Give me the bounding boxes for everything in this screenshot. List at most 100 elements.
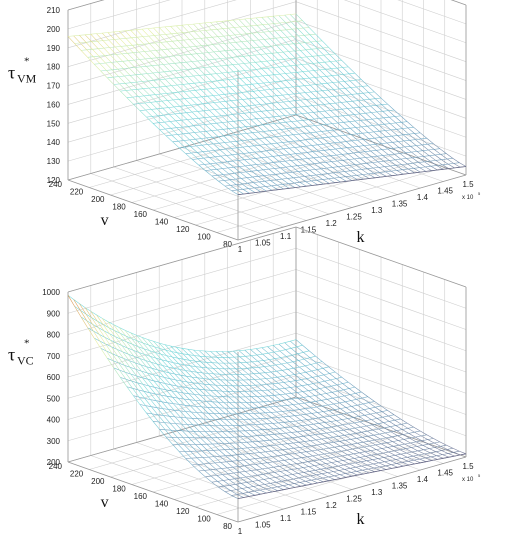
- surface-segment: [181, 25, 189, 33]
- surface-segment: [253, 373, 261, 380]
- surface-segment: [150, 356, 158, 365]
- surface-segment: [305, 99, 313, 106]
- surface-segment: [268, 395, 276, 402]
- surface-segment: [281, 405, 289, 412]
- surface-segment: [261, 157, 269, 164]
- surface-segment: [264, 366, 272, 373]
- surface-segment: [381, 149, 389, 156]
- surface-segment: [247, 91, 255, 99]
- surface-segment: [300, 57, 308, 65]
- surface-segment: [218, 180, 226, 187]
- surface-segment: [195, 97, 203, 105]
- surface-segment: [429, 160, 437, 166]
- surface-segment: [298, 35, 306, 43]
- surface-segment: [303, 472, 311, 477]
- surface-segment: [347, 153, 355, 160]
- surface-segment: [270, 96, 278, 103]
- surface-segment: [387, 447, 395, 452]
- x-tick-label: 1.45: [437, 187, 453, 196]
- surface-segment: [358, 416, 366, 421]
- surface-segment: [240, 172, 248, 178]
- surface-segment: [351, 406, 359, 412]
- surface-segment: [164, 344, 172, 352]
- surface-segment: [246, 177, 254, 183]
- surface-segment: [253, 447, 260, 453]
- surface-segment: [361, 465, 369, 470]
- surface-segment: [350, 170, 358, 176]
- surface-segment: [236, 49, 244, 57]
- surface-segment: [409, 140, 417, 146]
- surface-segment: [375, 98, 383, 105]
- surface-segment: [136, 29, 144, 37]
- surface-segment: [193, 125, 201, 133]
- surface-segment: [251, 170, 259, 177]
- surface-segment: [159, 27, 166, 35]
- surface-segment: [400, 418, 408, 424]
- surface-segment: [267, 429, 275, 435]
- surface-segment: [244, 18, 252, 27]
- surface-segment: [265, 418, 273, 424]
- surface-segment: [323, 104, 331, 111]
- surface-segment: [319, 388, 327, 394]
- surface-segment: [221, 162, 229, 169]
- surface-segment: [262, 124, 270, 131]
- surface-segment: [190, 46, 197, 54]
- surface-segment: [248, 98, 255, 106]
- surface-segment: [314, 125, 322, 132]
- surface-segment: [319, 428, 327, 434]
- surface-segment: [223, 480, 230, 486]
- surface-segment: [183, 444, 191, 452]
- surface-segment: [287, 443, 295, 449]
- y-tick-label: 240: [49, 180, 63, 189]
- surface-segment: [283, 422, 291, 428]
- surface-segment: [293, 409, 301, 416]
- surface-segment: [177, 437, 185, 445]
- surface-segment: [271, 143, 278, 150]
- surface-segment: [196, 145, 203, 152]
- y-tick-label: 80: [223, 240, 232, 249]
- surface-segment: [132, 96, 140, 104]
- z-axis-label-subscript: VC: [17, 354, 34, 368]
- surface-segment: [228, 79, 236, 87]
- surface-segment: [339, 474, 347, 478]
- surface-segment: [261, 117, 269, 125]
- surface-segment: [184, 146, 192, 154]
- surface-segment: [317, 144, 325, 151]
- surface-segment: [302, 164, 310, 171]
- surface-segment: [280, 400, 288, 406]
- surface-segment: [251, 25, 258, 33]
- surface-segment: [312, 105, 320, 112]
- surface-segment: [205, 81, 213, 89]
- surface-segment: [124, 83, 132, 91]
- surface-segment: [246, 402, 254, 409]
- surface-segment: [349, 127, 357, 135]
- surface-segment: [185, 61, 193, 70]
- surface-segment: [291, 29, 299, 37]
- surface-segment: [270, 412, 278, 418]
- surface-segment: [267, 462, 274, 468]
- surface-segment: [329, 149, 337, 156]
- surface-segment: [340, 141, 348, 148]
- surface-segment: [150, 399, 158, 408]
- surface-segment: [277, 102, 285, 110]
- surface-segment: [195, 90, 202, 97]
- surface-segment: [206, 362, 214, 369]
- surface-segment: [116, 61, 124, 69]
- surface-segment: [362, 437, 370, 442]
- surface-segment: [413, 168, 421, 173]
- surface-segment: [344, 88, 352, 95]
- surface-segment: [140, 364, 148, 374]
- surface-segment: [320, 76, 328, 84]
- surface-segment: [163, 64, 171, 72]
- surface-segment: [205, 476, 213, 483]
- surface-segment: [287, 405, 294, 411]
- surface-segment: [192, 464, 199, 472]
- surface-segment: [305, 139, 313, 146]
- surface-segment: [304, 402, 312, 409]
- surface-segment: [235, 484, 243, 489]
- surface-segment: [278, 109, 286, 116]
- surface-segment: [202, 457, 210, 464]
- surface-segment: [271, 456, 279, 462]
- surface-segment: [197, 418, 205, 426]
- surface-segment: [388, 451, 396, 456]
